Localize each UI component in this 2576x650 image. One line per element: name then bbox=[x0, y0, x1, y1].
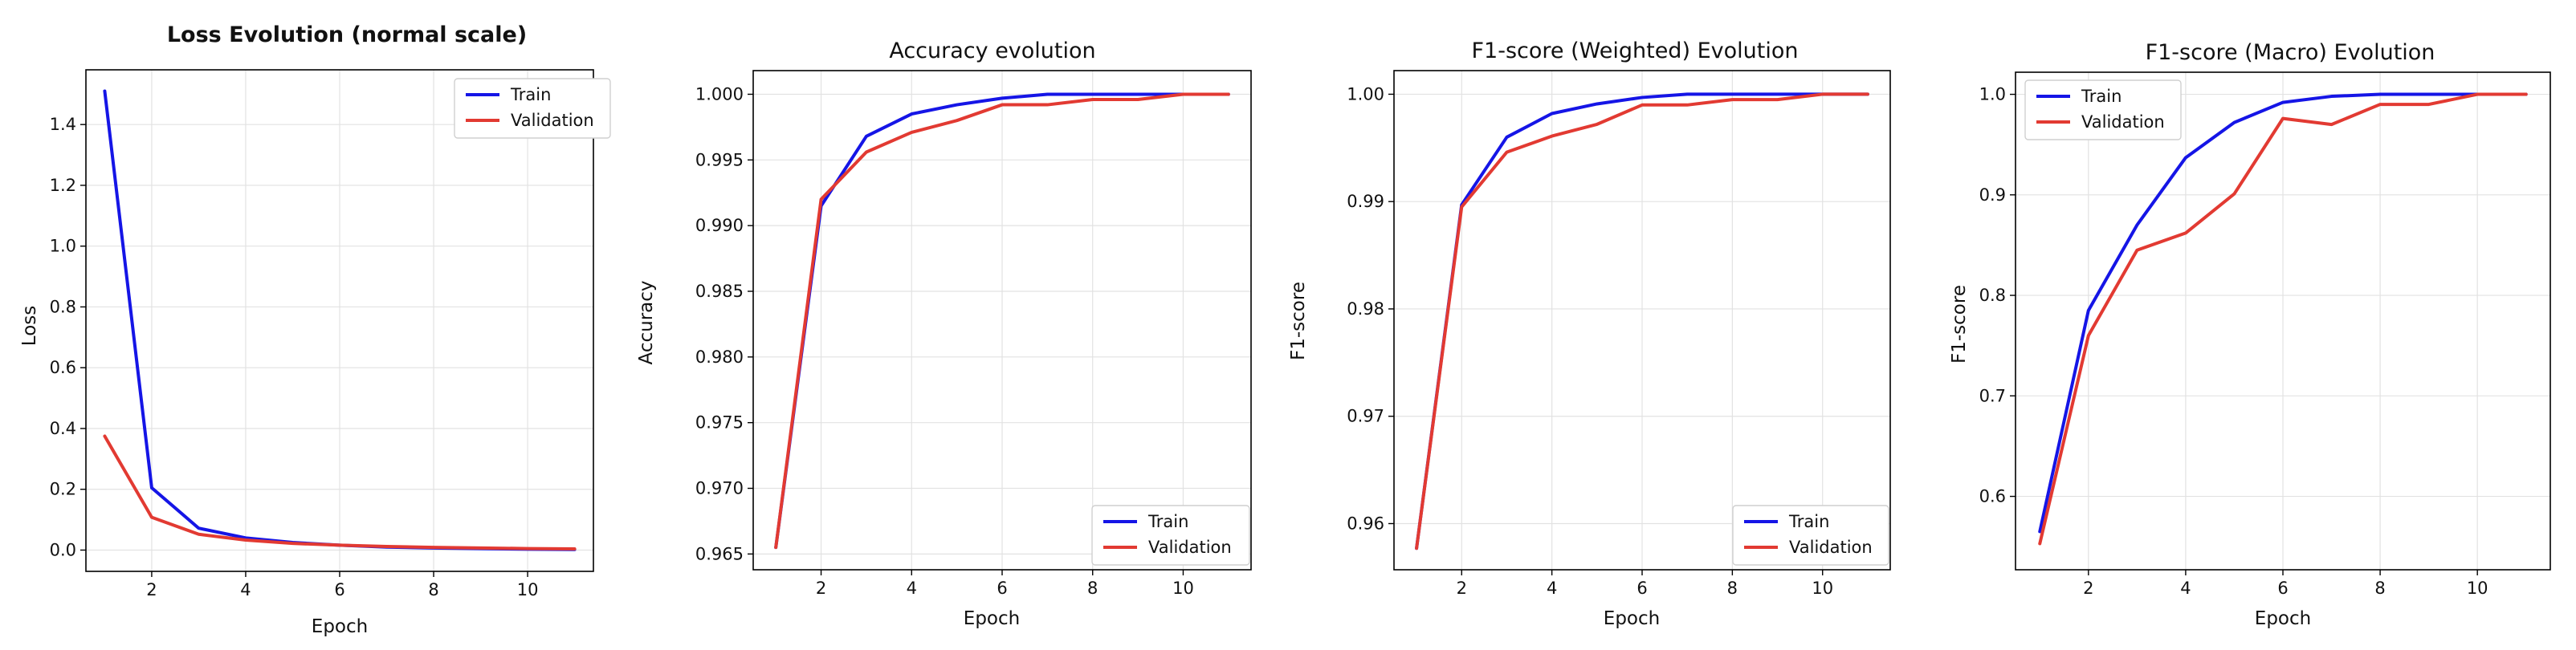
x-tick-label: 2 bbox=[816, 579, 826, 598]
x-axis-ticks: 2 4 6 8 10 bbox=[1457, 570, 1833, 598]
chart-f1-weighted: F1-score (Weighted) Evolution Epoch F1-s… bbox=[1288, 39, 1891, 629]
series-line-train bbox=[1415, 92, 1869, 550]
y-tick-label: 0.6 bbox=[1979, 487, 2006, 506]
y-axis-ticks: 0.0 0.2 0.4 0.6 0.8 1.0 1.2 1.4 bbox=[50, 115, 86, 559]
series-line-validation bbox=[103, 434, 577, 550]
x-axis-ticks: 2 4 6 8 10 bbox=[816, 570, 1194, 598]
series-line-validation bbox=[774, 92, 1230, 550]
x-tick-label: 4 bbox=[1547, 579, 1557, 598]
y-tick-label: 0.4 bbox=[50, 419, 76, 438]
x-tick-label: 8 bbox=[428, 580, 438, 599]
y-axis-label: F1-score bbox=[1949, 285, 1970, 364]
y-tick-label: 0.99 bbox=[1347, 192, 1384, 211]
y-tick-label: 0.975 bbox=[695, 413, 744, 433]
x-tick-label: 10 bbox=[1172, 579, 1194, 598]
series-line-train bbox=[774, 92, 1230, 550]
legend-label-train: Train bbox=[2081, 87, 2122, 106]
x-axis-label: Epoch bbox=[964, 608, 1020, 629]
y-tick-label: 1.000 bbox=[695, 84, 744, 104]
y-tick-label: 1.4 bbox=[50, 115, 76, 134]
legend-label-validation: Validation bbox=[1148, 538, 1232, 557]
y-tick-label: 0.2 bbox=[50, 480, 76, 499]
series-lines bbox=[103, 89, 577, 551]
y-tick-label: 0.8 bbox=[1979, 286, 2006, 305]
y-tick-label: 0.8 bbox=[50, 297, 76, 316]
y-tick-label: 1.00 bbox=[1347, 84, 1384, 104]
series-lines bbox=[1415, 92, 1869, 550]
x-tick-label: 4 bbox=[240, 580, 251, 599]
legend: Train Validation bbox=[454, 78, 611, 139]
series-lines bbox=[2038, 92, 2528, 546]
y-tick-label: 0.96 bbox=[1347, 514, 1384, 533]
y-tick-label: 0.985 bbox=[695, 282, 744, 301]
y-tick-label: 0.995 bbox=[695, 150, 744, 169]
y-axis-label: Loss bbox=[19, 306, 40, 346]
y-tick-label: 0.965 bbox=[695, 544, 744, 563]
legend: Train Validation bbox=[1732, 505, 1889, 566]
y-axis-label: F1-score bbox=[1288, 282, 1309, 360]
y-tick-label: 1.0 bbox=[50, 237, 76, 256]
y-tick-label: 0.9 bbox=[1979, 185, 2006, 205]
x-axis-ticks: 2 4 6 8 10 bbox=[146, 571, 538, 599]
legend-label-train: Train bbox=[510, 85, 551, 104]
legend-label-train: Train bbox=[1788, 512, 1829, 531]
legend-label-train: Train bbox=[1147, 512, 1188, 531]
series-line-train bbox=[2038, 92, 2528, 534]
x-tick-label: 4 bbox=[907, 579, 917, 598]
x-tick-label: 6 bbox=[1636, 579, 1647, 598]
legend-label-validation: Validation bbox=[511, 111, 594, 130]
chart-f1-macro: F1-score (Macro) Evolution Epoch F1-scor… bbox=[1949, 40, 2551, 629]
x-axis-label: Epoch bbox=[2255, 608, 2311, 629]
y-tick-label: 0.990 bbox=[695, 216, 744, 235]
legend-label-validation: Validation bbox=[1789, 538, 1873, 557]
chart-title: F1-score (Macro) Evolution bbox=[2146, 40, 2435, 65]
y-axis-ticks: 0.6 0.7 0.8 0.9 1.0 bbox=[1979, 85, 2016, 506]
chart-title: Loss Evolution (normal scale) bbox=[167, 22, 527, 47]
grid-lines bbox=[753, 71, 1251, 570]
y-tick-label: 1.0 bbox=[1979, 85, 2006, 104]
y-tick-label: 0.0 bbox=[50, 540, 76, 559]
y-tick-label: 0.980 bbox=[695, 347, 744, 367]
x-axis-label: Epoch bbox=[1604, 608, 1660, 629]
x-tick-label: 8 bbox=[1087, 579, 1098, 598]
series-lines bbox=[774, 92, 1230, 550]
y-tick-label: 0.6 bbox=[50, 358, 76, 377]
legend: Train Validation bbox=[2024, 79, 2182, 140]
legend-label-validation: Validation bbox=[2081, 112, 2165, 132]
x-tick-label: 6 bbox=[2277, 579, 2288, 598]
y-tick-label: 0.7 bbox=[1979, 386, 2006, 405]
x-tick-label: 6 bbox=[334, 580, 344, 599]
x-tick-label: 2 bbox=[2083, 579, 2093, 598]
grid-lines bbox=[1394, 71, 1890, 570]
chart-title: F1-score (Weighted) Evolution bbox=[1472, 39, 1799, 63]
grid-lines bbox=[2016, 72, 2550, 570]
chart-title: Accuracy evolution bbox=[889, 39, 1095, 63]
y-axis-ticks: 0.96 0.97 0.98 0.99 1.00 bbox=[1347, 84, 1394, 533]
x-tick-label: 10 bbox=[2467, 579, 2488, 598]
series-line-validation bbox=[2038, 92, 2528, 546]
y-axis-label: Accuracy bbox=[636, 280, 657, 364]
x-tick-label: 2 bbox=[146, 580, 157, 599]
series-line-validation bbox=[1415, 92, 1869, 550]
x-tick-label: 4 bbox=[2180, 579, 2191, 598]
x-tick-label: 6 bbox=[997, 579, 1007, 598]
x-tick-label: 8 bbox=[1727, 579, 1738, 598]
chart-loss: Loss Evolution (normal scale) Epoch Loss… bbox=[19, 22, 611, 637]
y-axis-ticks: 0.965 0.970 0.975 0.980 0.985 0.990 0.995 1.000 bbox=[695, 84, 753, 563]
x-tick-label: 10 bbox=[517, 580, 539, 599]
y-tick-label: 0.97 bbox=[1347, 407, 1384, 426]
y-tick-label: 1.2 bbox=[50, 176, 76, 195]
x-tick-label: 8 bbox=[2374, 579, 2385, 598]
x-tick-label: 10 bbox=[1812, 579, 1833, 598]
y-tick-label: 0.970 bbox=[695, 479, 744, 498]
legend: Train Validation bbox=[1091, 505, 1250, 566]
x-axis-label: Epoch bbox=[312, 616, 368, 637]
x-axis-ticks: 2 4 6 8 10 bbox=[2083, 570, 2488, 598]
y-tick-label: 0.98 bbox=[1347, 299, 1384, 319]
x-tick-label: 2 bbox=[1457, 579, 1467, 598]
chart-accuracy: Accuracy evolution Epoch Accuracy 2 4 6 8 10… bbox=[636, 39, 1252, 629]
